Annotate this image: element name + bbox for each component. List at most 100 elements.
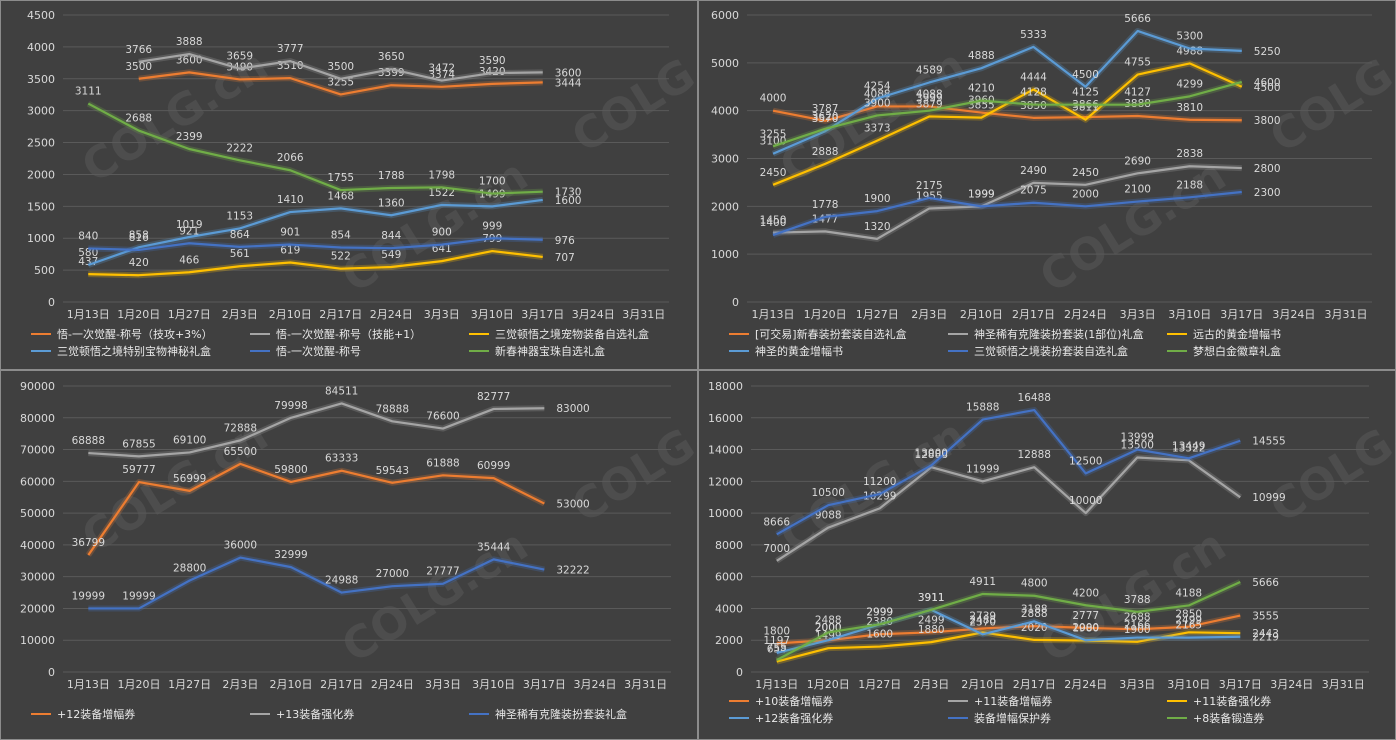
data-label: 7000: [763, 543, 790, 555]
x-tick-label: 3月3日: [1120, 308, 1156, 321]
data-label: 1980: [1072, 623, 1099, 635]
legend-swatch: [250, 332, 270, 335]
data-label: 2166: [1124, 620, 1151, 632]
x-tick-label: 1月27日: [168, 678, 211, 691]
data-label: 32999: [274, 549, 307, 561]
y-tick-label: 4000: [27, 41, 55, 54]
data-label: 976: [555, 235, 575, 247]
data-label: 1197: [763, 635, 790, 647]
data-label: 1410: [277, 194, 304, 206]
x-tick-label: 2月17日: [1013, 678, 1056, 691]
legend-label: +10装备增幅券: [755, 694, 834, 708]
data-label: 3850: [1020, 100, 1047, 112]
data-label: 1360: [378, 197, 405, 209]
legend-label: 梦想白金徽章礼盒: [1193, 344, 1281, 358]
y-tick-label: 16000: [708, 412, 743, 425]
data-label: 1600: [866, 629, 893, 641]
data-label: 79998: [274, 400, 307, 412]
line-chart: 0 2000 4000 6000 8000 10000 12000 14000 16000 180…: [708, 380, 1369, 691]
x-tick-label: 1月13日: [67, 678, 110, 691]
data-label: 24988: [325, 575, 358, 587]
data-label: 4254: [864, 81, 891, 93]
y-tick-label: 2500: [27, 137, 55, 150]
data-label: 10000: [1069, 495, 1102, 507]
legend-item: 悟-一次觉醒-称号（技能+1）: [250, 325, 469, 342]
data-label: 1153: [226, 210, 253, 222]
series-line-5: [776, 408, 1241, 536]
data-label: 4755: [1124, 57, 1151, 69]
data-label: 4200: [1072, 587, 1099, 599]
series-line-4: [772, 29, 1242, 155]
data-label: 19999: [122, 590, 155, 602]
data-label: 4210: [968, 83, 995, 95]
x-tick-label: 1月13日: [752, 308, 795, 321]
data-label: 4600: [1254, 77, 1281, 89]
series-glow: [771, 27, 1242, 157]
data-label: 3600: [555, 67, 582, 79]
data-label: 10299: [863, 490, 896, 502]
data-label: 2300: [1254, 187, 1281, 199]
data-label: 60999: [477, 460, 510, 472]
x-tick-label: 2月17日: [319, 308, 362, 321]
x-tick-label: 3月31日: [624, 678, 667, 691]
y-tick-label: 70000: [20, 444, 55, 457]
legend-label: +11装备强化券: [1193, 694, 1272, 708]
legend-item: 新春神器宝珠自选礼盒: [469, 342, 688, 359]
data-label: 4911: [969, 576, 996, 588]
data-label: 1450: [760, 215, 787, 227]
data-label: 858: [129, 229, 149, 241]
data-label: 2450: [1072, 167, 1099, 179]
data-label: 13500: [1121, 440, 1154, 452]
data-label: 11999: [966, 463, 999, 475]
legend-label: +12装备增幅券: [57, 707, 136, 721]
data-label: 2488: [815, 614, 842, 626]
data-label: 921: [179, 225, 199, 237]
legend-item: 三觉顿悟之境装扮套装自选礼盒: [948, 342, 1167, 359]
data-label: 3620: [812, 111, 839, 123]
x-tick-label: 2月17日: [1012, 308, 1055, 321]
data-label: 2850: [1175, 609, 1202, 621]
x-tick-label: 2月3日: [222, 308, 258, 321]
series-line-6: [772, 80, 1243, 148]
data-label: 3590: [479, 55, 506, 67]
y-tick-label: 8000: [715, 539, 743, 552]
y-tick-label: 0: [48, 296, 55, 309]
x-tick-label: 1月27日: [858, 678, 901, 691]
data-label: 2100: [1124, 184, 1151, 196]
x-tick-label: 3月31日: [622, 308, 665, 321]
y-tick-label: 20000: [20, 602, 55, 615]
legend-swatch: [729, 716, 749, 719]
y-tick-label: 500: [34, 264, 55, 277]
data-label: 84511: [325, 385, 358, 397]
chart-panel-1: COLG.cn COLG.cn COLG.cn 0 500 1000 1500 2000 250…: [0, 0, 767, 370]
data-label: 1522: [428, 187, 455, 199]
data-label: 3500: [327, 61, 354, 73]
x-tick-label: 3月3日: [1119, 678, 1155, 691]
data-label: 1320: [864, 221, 891, 233]
data-label: 707: [555, 252, 575, 264]
legend-swatch: [469, 332, 489, 335]
x-tick-label: 2月10日: [270, 678, 313, 691]
series-line-4: [776, 608, 1241, 655]
x-tick-label: 3月10日: [472, 678, 515, 691]
x-tick-label: 1月20日: [807, 678, 850, 691]
legend-swatch: [1167, 716, 1187, 719]
data-label: 1730: [555, 187, 582, 199]
data-label: 35444: [477, 541, 511, 553]
series-line-2: [138, 52, 543, 82]
data-label: 2075: [1020, 185, 1047, 197]
legend-item: +12装备强化券: [729, 709, 948, 726]
legend-label: 神圣稀有克隆装扮套装(1部位)礼盒: [974, 327, 1144, 341]
chart-legend: [可交易]新春装扮套装自选礼盒 神圣稀有克隆装扮套装(1部位)礼盒 远古的黄金增幅书…: [729, 325, 1387, 359]
y-tick-label: 12000: [708, 475, 743, 488]
x-tick-label: 1月13日: [755, 678, 798, 691]
y-tick-label: 2000: [711, 200, 739, 213]
data-label: 59543: [376, 465, 409, 477]
legend-label: [可交易]新春装扮套装自选礼盒: [755, 327, 907, 341]
x-tick-label: 3月31日: [1324, 308, 1367, 321]
x-tick-label: 2月10日: [961, 678, 1004, 691]
y-tick-label: 0: [732, 296, 739, 309]
data-label: 4800: [1021, 578, 1048, 590]
legend-item: 悟-一次觉醒-称号（技攻+3%）: [31, 325, 250, 342]
legend-swatch: [31, 712, 51, 715]
